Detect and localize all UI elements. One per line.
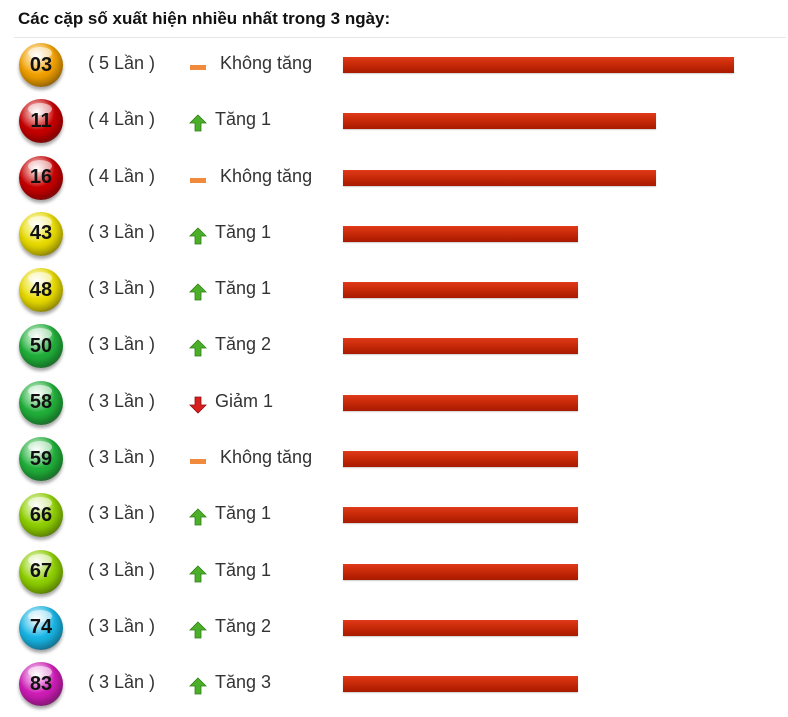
trend-label: Tăng 1 <box>215 503 272 524</box>
ball-number: 67 <box>29 560 53 583</box>
arrow-up-icon <box>189 339 207 357</box>
pair-row: 66 ( 3 Lần ) Tăng 1 <box>0 486 788 542</box>
number-ball: 74 <box>19 605 63 650</box>
pair-row: 59 ( 3 Lần ) Không tăng <box>0 430 788 486</box>
pair-row: 67 ( 3 Lần ) Tăng 1 <box>0 543 788 599</box>
number-ball: 48 <box>19 268 63 313</box>
dash-icon <box>190 459 206 465</box>
pair-row: 58 ( 3 Lần ) Giảm 1 <box>0 374 788 430</box>
trend-label: Tăng 1 <box>215 109 272 130</box>
arrow-up-icon <box>189 283 207 301</box>
arrow-up-icon <box>189 565 207 583</box>
count-label: ( 3 Lần ) <box>88 615 156 636</box>
ball-number: 16 <box>29 166 53 189</box>
trend-label: Không tăng <box>220 447 313 468</box>
pair-row: 74 ( 3 Lần ) Tăng 2 <box>0 599 788 655</box>
count-label: ( 4 Lần ) <box>88 109 156 130</box>
ball-number: 43 <box>29 222 53 245</box>
frequency-bar <box>343 451 578 468</box>
frequency-bar <box>343 113 656 130</box>
number-ball: 16 <box>19 155 63 200</box>
arrow-up-icon <box>189 227 207 245</box>
pair-row: 83 ( 3 Lần ) Tăng 3 <box>0 655 788 711</box>
count-label: ( 3 Lần ) <box>88 672 156 693</box>
count-label: ( 3 Lần ) <box>88 503 156 524</box>
number-ball: 67 <box>19 549 63 594</box>
pair-row: 16 ( 4 Lần ) Không tăng <box>0 149 788 205</box>
arrow-up-icon <box>189 621 207 639</box>
pair-row: 03 ( 5 Lần ) Không tăng <box>0 36 788 92</box>
ball-number: 58 <box>29 391 53 414</box>
number-ball: 58 <box>19 380 63 425</box>
dash-icon <box>190 177 206 183</box>
trend-label: Tăng 2 <box>215 615 272 636</box>
pair-list: 03 ( 5 Lần ) Không tăng 11 ( 4 Lần ) Tăng 1 16… <box>0 36 788 712</box>
count-label: ( 3 Lần ) <box>88 559 156 580</box>
ball-number: 74 <box>29 616 53 639</box>
arrow-up-icon <box>189 508 207 526</box>
frequency-bar <box>343 676 578 693</box>
frequency-bar <box>343 225 578 242</box>
number-ball: 59 <box>19 437 63 482</box>
trend-label: Không tăng <box>220 53 313 73</box>
count-label: ( 3 Lần ) <box>88 334 156 355</box>
ball-number: 48 <box>29 278 53 301</box>
dash-icon <box>190 65 206 70</box>
number-ball: 66 <box>19 493 63 538</box>
number-ball: 83 <box>19 662 63 707</box>
number-ball: 43 <box>19 211 63 256</box>
number-ball: 03 <box>19 43 63 87</box>
ball-number: 59 <box>29 447 53 470</box>
trend-label: Tăng 1 <box>215 278 272 299</box>
frequency-bar <box>343 619 578 636</box>
arrow-down-icon <box>189 396 207 414</box>
frequency-bar <box>343 507 578 524</box>
ball-number: 03 <box>29 53 53 76</box>
divider <box>14 37 786 38</box>
frequency-bar <box>343 394 578 411</box>
ball-number: 11 <box>30 109 52 132</box>
number-ball: 11 <box>19 99 63 144</box>
pair-row: 50 ( 3 Lần ) Tăng 2 <box>0 317 788 373</box>
frequency-bar <box>343 563 578 580</box>
pair-row: 43 ( 3 Lần ) Tăng 1 <box>0 205 788 261</box>
trend-label: Tăng 2 <box>215 334 272 355</box>
page-title: Các cặp số xuất hiện nhiều nhất trong 3 … <box>18 9 391 28</box>
frequency-bar <box>343 169 656 186</box>
ball-number: 83 <box>29 672 53 695</box>
arrow-up-icon <box>189 677 207 695</box>
trend-label: Tăng 1 <box>215 221 272 242</box>
ball-number: 50 <box>29 334 53 357</box>
frequency-bar <box>343 338 578 355</box>
count-label: ( 3 Lần ) <box>88 390 156 411</box>
pair-row: 48 ( 3 Lần ) Tăng 1 <box>0 261 788 317</box>
count-label: ( 5 Lần ) <box>88 53 156 73</box>
frequency-bar <box>343 57 734 73</box>
trend-label: Không tăng <box>220 165 313 186</box>
count-label: ( 3 Lần ) <box>88 221 156 242</box>
trend-label: Tăng 3 <box>215 672 272 693</box>
trend-label: Giảm 1 <box>215 390 274 411</box>
ball-number: 66 <box>29 503 53 526</box>
frequency-bar <box>343 282 578 299</box>
count-label: ( 3 Lần ) <box>88 447 156 468</box>
pair-row: 11 ( 4 Lần ) Tăng 1 <box>0 92 788 148</box>
arrow-up-icon <box>189 114 207 132</box>
number-ball: 50 <box>19 324 63 369</box>
trend-label: Tăng 1 <box>215 559 272 580</box>
count-label: ( 3 Lần ) <box>88 278 156 299</box>
count-label: ( 4 Lần ) <box>88 165 156 186</box>
